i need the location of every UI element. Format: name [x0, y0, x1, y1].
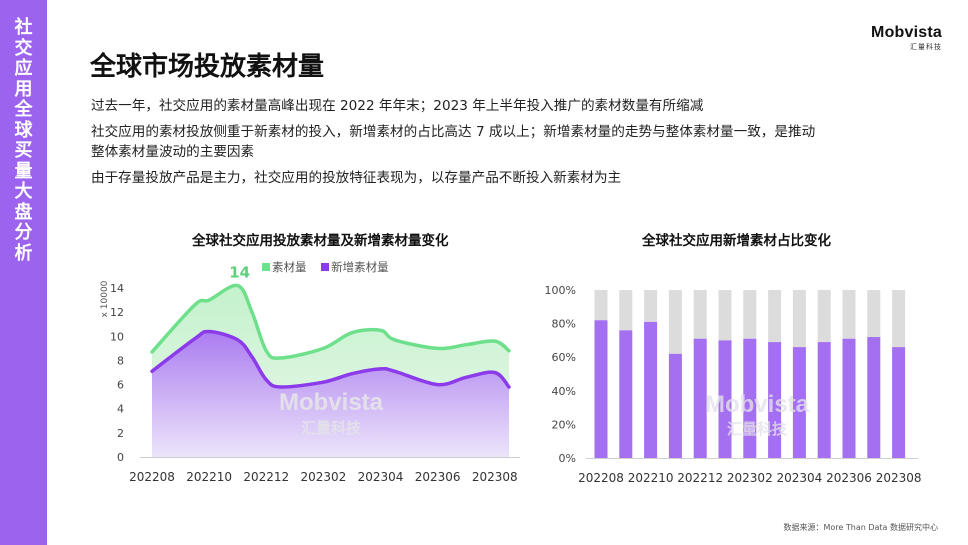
bar-remaining: [668, 290, 682, 354]
page-title: 全球市场投放素材量: [90, 52, 325, 82]
x-tick-label: 202302: [727, 471, 773, 485]
bar-remaining: [644, 290, 658, 322]
legend-item-total: 素材量: [262, 260, 307, 274]
bullet-2: 社交应用的素材投放侧重于新素材的投入，新增素材的占比高达 7 成以上；新增素材量…: [91, 124, 816, 160]
y-tick-label: 14: [110, 282, 124, 295]
x-tick-label: 202304: [776, 471, 822, 485]
sidebar-char: 社: [14, 17, 33, 38]
bar-new-share: [644, 321, 658, 458]
bar-remaining: [842, 290, 856, 339]
y-tick-label: 6: [117, 379, 124, 392]
bar-new-share: [594, 320, 608, 458]
y-tick-label: 10: [110, 330, 124, 343]
bar-new-share: [768, 342, 782, 458]
y-tick-label: 0%: [559, 452, 576, 465]
sidebar-char: 盘: [14, 201, 33, 223]
bullet-3: 由于存量投放产品是主力，社交应用的投放特征表现为，以存量产品不断投入新素材为主: [91, 170, 622, 186]
bar-remaining: [792, 290, 806, 348]
sidebar-char: 买: [14, 140, 33, 161]
x-tick-label: 202212: [243, 470, 289, 484]
summary-text: 过去一年，社交应用的素材量高峰出现在 2022 年年末；2023 年上半年投入推…: [91, 96, 911, 194]
bar-new-share: [693, 338, 707, 458]
bar-new-share: [718, 340, 732, 458]
bar-new-share: [892, 347, 906, 458]
line-total: [150, 283, 511, 360]
y-tick-label: 40%: [552, 385, 576, 398]
legend-label-total: 素材量: [272, 260, 307, 274]
sidebar-char: 分: [14, 222, 33, 243]
bar-remaining: [693, 290, 707, 339]
chart-title-area: 全球社交应用投放素材量及新增素材量变化: [192, 233, 449, 249]
line-new: [150, 329, 511, 389]
legend-area-chart: 素材量 新增素材量: [262, 259, 389, 275]
chart-title-bar: 全球社交应用新增素材占比变化: [642, 233, 831, 249]
x-tick-label: 202208: [578, 471, 624, 485]
legend-swatch-new: [321, 263, 330, 271]
sidebar-char: 量: [14, 160, 33, 182]
bar-remaining: [619, 290, 633, 331]
sidebar-char: 应: [14, 58, 33, 79]
peak-annotation: 14: [229, 264, 250, 282]
y-axis-unit: x 10000: [100, 280, 110, 317]
sidebar-char: 交: [14, 37, 33, 59]
y-tick-label: 20%: [552, 418, 576, 431]
sidebar-char: 球: [14, 119, 33, 141]
bar-remaining: [867, 290, 881, 338]
y-tick-label: 2: [117, 427, 124, 440]
bar-new-share: [668, 353, 682, 458]
x-tick-label: 202212: [677, 471, 723, 485]
bar-new-share: [743, 338, 757, 458]
sidebar-char: 大: [14, 181, 33, 202]
x-tick-label: 202210: [628, 471, 674, 485]
sidebar-char: 用: [14, 78, 33, 100]
brand-logo: Mobvista 汇量科技: [871, 24, 942, 52]
legend-swatch-total: [262, 263, 270, 271]
y-tick-label: 100%: [545, 284, 576, 297]
bar-remaining: [817, 290, 831, 343]
watermark-sub: 汇量科技: [727, 420, 788, 438]
bar-new-share: [817, 342, 831, 458]
y-tick-label: 8: [117, 354, 124, 367]
bar-new-share: [619, 330, 633, 458]
bar-remaining: [743, 290, 757, 339]
sidebar: 社交应用全球买量大盘分析: [0, 0, 47, 545]
x-tick-label: 202208: [129, 470, 175, 484]
legend-item-new: 新增素材量: [321, 260, 389, 274]
y-tick-label: 4: [117, 403, 124, 416]
x-tick-label: 202210: [186, 470, 232, 484]
bar-remaining: [768, 290, 782, 343]
legend-label-new: 新增素材量: [331, 260, 389, 274]
x-tick-label: 202302: [300, 470, 346, 484]
bar-new-share: [867, 337, 881, 458]
sidebar-title: 社交应用全球买量大盘分析: [0, 17, 47, 264]
watermark-main: Mobvista: [705, 391, 810, 418]
x-tick-label: 202304: [358, 470, 404, 484]
bullet-1: 过去一年，社交应用的素材量高峰出现在 2022 年年末；2023 年上半年投入推…: [91, 98, 704, 114]
x-tick-label: 202306: [826, 471, 872, 485]
bar-remaining: [718, 290, 732, 341]
bar-remaining: [892, 290, 906, 348]
x-tick-label: 202308: [472, 470, 518, 484]
y-tick-label: 12: [110, 306, 124, 319]
logo-main: Mobvista: [871, 24, 942, 41]
y-tick-label: 60%: [552, 351, 576, 364]
y-tick-label: 0: [117, 451, 124, 464]
x-tick-label: 202308: [876, 471, 922, 485]
area-new: [152, 331, 509, 457]
data-source-note: 数据来源：More Than Data 数据研究中心: [783, 523, 939, 532]
bar-new-share: [792, 347, 806, 458]
logo-sub: 汇量科技: [910, 43, 942, 51]
y-tick-label: 80%: [552, 318, 576, 331]
x-tick-label: 202306: [415, 470, 461, 484]
sidebar-char: 全: [14, 99, 33, 120]
sidebar-char: 析: [14, 242, 33, 264]
watermark-main: Mobvista: [279, 389, 384, 416]
bar-new-share: [842, 338, 856, 458]
watermark-sub: 汇量科技: [301, 419, 362, 437]
bar-remaining: [594, 290, 608, 321]
